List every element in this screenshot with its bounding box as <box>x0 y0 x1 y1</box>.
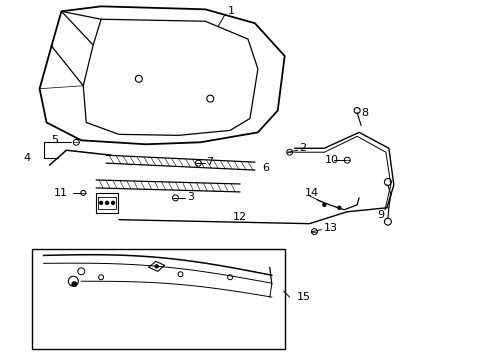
Text: 6: 6 <box>262 163 268 173</box>
Text: 13: 13 <box>323 222 337 233</box>
Bar <box>32 249 284 349</box>
Text: 4: 4 <box>24 153 31 163</box>
Text: 1: 1 <box>228 6 235 16</box>
Circle shape <box>100 201 102 204</box>
Text: 15: 15 <box>296 292 310 302</box>
Text: 11: 11 <box>53 188 67 198</box>
Circle shape <box>111 201 114 204</box>
Circle shape <box>105 201 108 204</box>
Circle shape <box>71 281 77 287</box>
Text: 9: 9 <box>376 210 383 220</box>
Text: 2: 2 <box>299 143 306 153</box>
Text: 3: 3 <box>187 192 194 202</box>
Text: 8: 8 <box>360 108 367 117</box>
Circle shape <box>337 206 340 209</box>
Circle shape <box>322 203 325 206</box>
Text: 5: 5 <box>51 135 59 145</box>
Text: 7: 7 <box>206 157 213 167</box>
Circle shape <box>155 265 158 268</box>
Text: 14: 14 <box>304 188 318 198</box>
Text: 10: 10 <box>324 155 338 165</box>
Text: 12: 12 <box>233 212 247 222</box>
